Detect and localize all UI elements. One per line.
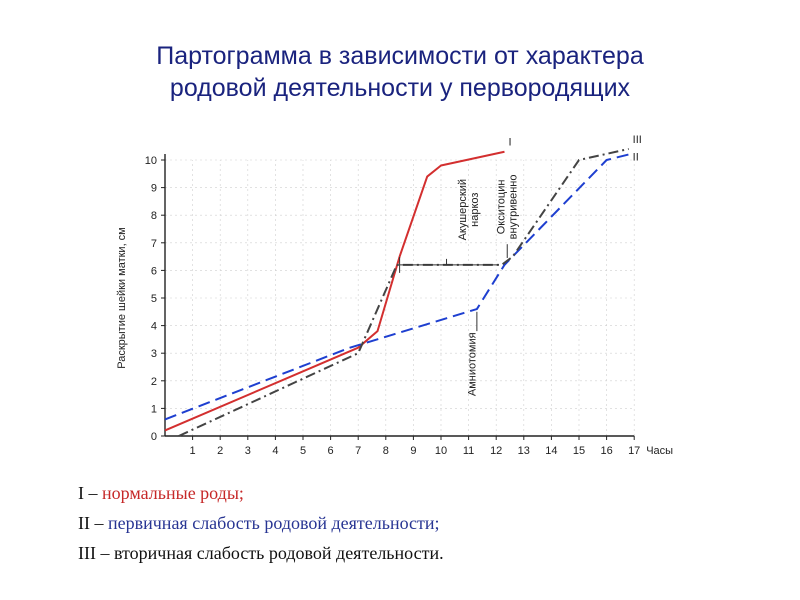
legend-item-3: III – вторичная слабость родовой деятель… (78, 538, 444, 568)
y-tick-label: 8 (151, 210, 157, 222)
legend-numeral-3: III (78, 543, 96, 563)
series-line-II (164, 153, 629, 421)
legend-text-1: нормальные роды; (102, 483, 244, 503)
x-tick-label: 3 (245, 445, 251, 457)
legend-text-3: вторичная слабость родовой деятельности. (113, 543, 444, 563)
y-tick-label: 0 (151, 431, 157, 443)
x-tick-label: 15 (573, 445, 585, 457)
legend-numeral-1: I (78, 483, 84, 503)
x-tick-label: 13 (518, 445, 530, 457)
legend-item-1: I – нормальные роды; (78, 478, 444, 508)
x-tick-label: 4 (272, 445, 278, 457)
x-tick-label: 12 (490, 445, 502, 457)
x-axis-label: Часы (646, 445, 673, 457)
legend-item-2: II – первичная слабость родовой деятельн… (78, 508, 444, 538)
x-tick-label: 9 (410, 445, 416, 457)
legend: I – нормальные роды; II – первичная слаб… (78, 478, 444, 568)
y-tick-label: 4 (151, 321, 157, 333)
y-tick-label: 9 (151, 183, 157, 195)
x-tick-label: 7 (355, 445, 361, 457)
y-tick-label: 5 (151, 293, 157, 305)
legend-dash-1: – (84, 483, 102, 503)
oxytocin-label-line-1: Окситоцин (495, 180, 507, 235)
legend-text-2: первичная слабость родовой деятельности; (108, 513, 440, 533)
anesthesia-label-line-2: наркоз (469, 193, 481, 227)
oxytocin-label-line-2: внутривенно (507, 175, 519, 240)
y-tick-label: 1 (151, 403, 157, 415)
x-tick-label: 1 (190, 445, 196, 457)
y-tick-label: 7 (151, 238, 157, 250)
y-tick-label: 6 (151, 265, 157, 277)
x-tick-label: 5 (300, 445, 306, 457)
x-tick-label: 16 (600, 445, 612, 457)
title-line-1: Партограмма в зависимости от характера (156, 42, 644, 70)
y-tick-label: 3 (151, 348, 157, 360)
title-line-2: родовой деятельности у первородящих (169, 74, 631, 102)
series-label-II: II (633, 151, 639, 163)
chart-title: Партограмма в зависимости от характера р… (0, 40, 800, 104)
x-tick-label: 11 (463, 445, 474, 457)
x-tick-label: 6 (328, 445, 334, 457)
y-axis-label: Раскрытие шейки матки, см (116, 227, 128, 369)
legend-dash-3: – (95, 543, 114, 563)
legend-dash-2: – (90, 513, 108, 533)
y-tick-label: 10 (145, 155, 157, 167)
x-tick-label: 10 (435, 445, 447, 457)
amniotomy-label: Амниотомия (467, 332, 479, 396)
x-tick-label: 14 (545, 445, 557, 457)
series-line-I (164, 150, 505, 432)
y-tick-label: 2 (151, 376, 157, 388)
series-label-I: I (508, 137, 511, 149)
series-line-III (178, 147, 629, 437)
x-tick-label: 17 (628, 445, 640, 457)
x-tick-label: 8 (383, 445, 389, 457)
anesthesia-label-line-1: Акушерский (457, 179, 469, 240)
x-tick-label: 2 (217, 445, 223, 457)
series-label-III: III (633, 134, 642, 146)
legend-numeral-2: II (78, 513, 90, 533)
